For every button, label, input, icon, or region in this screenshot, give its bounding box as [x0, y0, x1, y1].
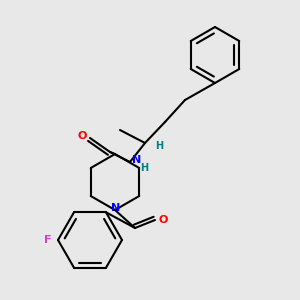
Text: O: O [158, 215, 168, 225]
Text: H: H [155, 141, 163, 151]
Text: N: N [111, 203, 120, 213]
Text: F: F [44, 235, 52, 245]
Text: H: H [140, 163, 148, 173]
Text: N: N [132, 155, 141, 165]
Text: O: O [77, 131, 87, 141]
